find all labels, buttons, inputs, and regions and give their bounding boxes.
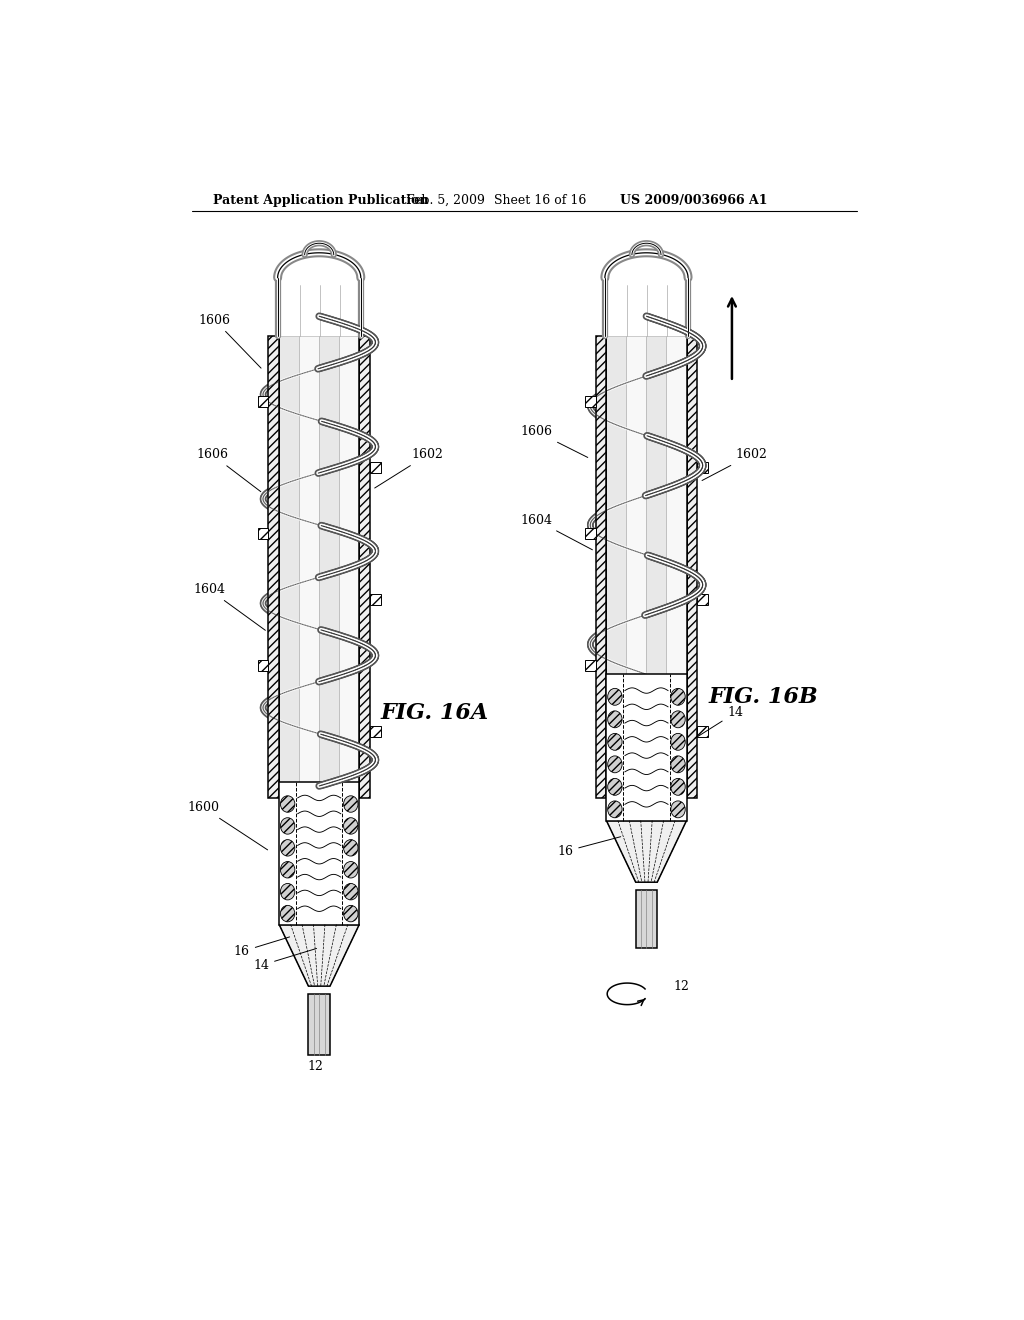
Ellipse shape xyxy=(671,756,685,772)
Ellipse shape xyxy=(344,862,358,878)
Ellipse shape xyxy=(281,906,295,921)
Text: 12: 12 xyxy=(674,979,689,993)
Bar xyxy=(627,335,646,797)
Ellipse shape xyxy=(671,779,685,795)
Ellipse shape xyxy=(281,817,295,834)
Text: 14: 14 xyxy=(253,949,316,972)
Bar xyxy=(359,335,370,797)
Bar xyxy=(585,528,596,539)
Text: 16: 16 xyxy=(233,937,290,958)
Bar xyxy=(319,335,339,797)
Bar xyxy=(280,781,359,924)
Bar xyxy=(606,335,686,797)
Bar xyxy=(646,335,667,797)
Text: 14: 14 xyxy=(695,706,743,738)
Text: 12: 12 xyxy=(307,1060,324,1073)
Bar xyxy=(280,335,359,797)
Text: 1604: 1604 xyxy=(194,583,265,631)
Ellipse shape xyxy=(671,734,685,750)
Bar xyxy=(585,660,596,671)
Text: FIG. 16B: FIG. 16B xyxy=(708,686,818,709)
Bar xyxy=(268,335,280,797)
Ellipse shape xyxy=(281,840,295,857)
Bar xyxy=(686,335,697,797)
Ellipse shape xyxy=(281,796,295,812)
Ellipse shape xyxy=(344,796,358,812)
Bar xyxy=(308,994,330,1056)
Ellipse shape xyxy=(607,756,623,772)
Text: Sheet 16 of 16: Sheet 16 of 16 xyxy=(494,194,587,207)
Text: 1606: 1606 xyxy=(199,314,261,368)
Ellipse shape xyxy=(671,711,685,727)
Text: Feb. 5, 2009: Feb. 5, 2009 xyxy=(407,194,485,207)
Text: 1602: 1602 xyxy=(375,449,443,488)
Ellipse shape xyxy=(607,711,623,727)
Ellipse shape xyxy=(281,862,295,878)
Text: 1604: 1604 xyxy=(520,513,593,550)
Ellipse shape xyxy=(607,734,623,750)
Text: FIG. 16A: FIG. 16A xyxy=(381,702,488,723)
Ellipse shape xyxy=(607,779,623,795)
Bar xyxy=(606,675,686,821)
Bar xyxy=(339,335,359,797)
Bar xyxy=(258,396,268,407)
Ellipse shape xyxy=(281,883,295,900)
Ellipse shape xyxy=(344,906,358,921)
Bar xyxy=(370,726,381,737)
Ellipse shape xyxy=(607,688,623,705)
Bar xyxy=(280,335,299,797)
Ellipse shape xyxy=(344,883,358,900)
Bar xyxy=(596,335,606,797)
Text: 1606: 1606 xyxy=(520,425,588,458)
Bar xyxy=(258,528,268,539)
Text: 1602: 1602 xyxy=(702,449,767,480)
Bar xyxy=(697,462,708,473)
Bar xyxy=(299,335,319,797)
Text: 1600: 1600 xyxy=(187,801,267,850)
Bar xyxy=(697,726,708,737)
Bar xyxy=(585,396,596,407)
Bar xyxy=(697,594,708,605)
Bar xyxy=(606,335,627,797)
Text: US 2009/0036966 A1: US 2009/0036966 A1 xyxy=(621,194,768,207)
Ellipse shape xyxy=(671,688,685,705)
Ellipse shape xyxy=(671,801,685,818)
Ellipse shape xyxy=(344,817,358,834)
Polygon shape xyxy=(606,821,686,882)
Bar xyxy=(370,462,381,473)
Text: 16: 16 xyxy=(557,837,621,858)
Text: 1606: 1606 xyxy=(197,449,261,491)
Ellipse shape xyxy=(344,840,358,857)
Bar xyxy=(667,335,686,797)
Ellipse shape xyxy=(607,801,623,818)
Polygon shape xyxy=(280,924,359,986)
Bar xyxy=(258,660,268,671)
Text: Patent Application Publication: Patent Application Publication xyxy=(213,194,428,207)
Bar xyxy=(370,594,381,605)
Bar xyxy=(636,890,657,948)
